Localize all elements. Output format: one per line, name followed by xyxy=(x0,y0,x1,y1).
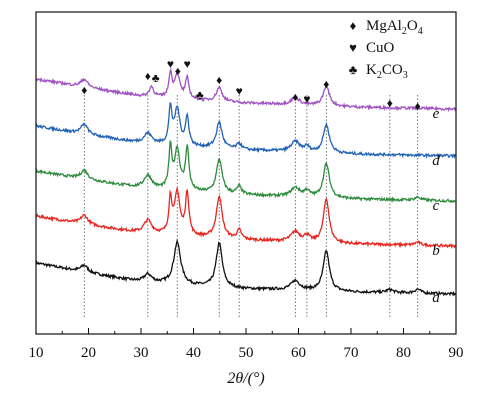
series-label-b: b xyxy=(432,243,440,259)
x-tick-label: 10 xyxy=(29,345,44,361)
peak-marker: ♦ xyxy=(323,77,329,91)
series-label-a: a xyxy=(432,290,440,306)
peak-marker: ♦ xyxy=(81,83,87,97)
peak-marker: ♥ xyxy=(184,57,191,71)
x-tick-label: 60 xyxy=(291,345,306,361)
peak-marker: ♦ xyxy=(175,64,181,78)
legend-label: MgAl2O4 xyxy=(366,18,423,37)
peak-marker: ♦ xyxy=(415,99,421,113)
peak-marker: ♥ xyxy=(236,84,243,98)
reference-lines xyxy=(83,95,419,318)
plot-frame xyxy=(35,11,457,335)
peak-marker: ♦ xyxy=(387,96,393,110)
x-tick-label: 80 xyxy=(396,345,411,361)
x-axis-ticks: 10 20 30 40 50 60 70 80 90 xyxy=(29,328,464,361)
x-tick-label: 70 xyxy=(344,345,359,361)
series-layer xyxy=(35,67,457,297)
peak-marker: ♥ xyxy=(303,92,310,106)
x-tick-label: 90 xyxy=(449,345,464,361)
legend-label: K2CO3 xyxy=(366,62,408,81)
peak-markers: ♦♦ ♣♥ ♦ ♥♣♦♥ ♦ ♥♦♦ ♦ xyxy=(81,57,421,113)
series-line-a xyxy=(35,238,457,297)
peak-marker: ♥ xyxy=(167,57,174,71)
legend: ♦ MgAl2O4 ♥ CuO ♣ K2CO3 xyxy=(349,18,423,81)
x-tick-label: 50 xyxy=(239,345,254,361)
peak-marker: ♣ xyxy=(152,71,160,85)
series-labels: a b c d e xyxy=(432,106,440,306)
series-line-c xyxy=(35,139,456,204)
series-line-d xyxy=(35,101,457,160)
series-label-d: d xyxy=(432,153,440,169)
peak-marker: ♦ xyxy=(216,73,222,87)
x-tick-label: 30 xyxy=(134,345,149,361)
series-line-e xyxy=(35,67,457,113)
x-tick-label: 40 xyxy=(186,345,201,361)
peak-marker: ♣ xyxy=(196,88,204,102)
series-line-b xyxy=(36,186,457,250)
legend-label: CuO xyxy=(366,40,395,56)
series-label-c: c xyxy=(433,198,440,214)
x-tick-label: 20 xyxy=(81,345,96,361)
peak-marker: ♦ xyxy=(145,69,151,83)
legend-symbol: ♣ xyxy=(349,62,358,77)
legend-symbol: ♥ xyxy=(349,40,357,55)
peak-marker: ♦ xyxy=(292,90,298,104)
legend-symbol: ♦ xyxy=(350,18,357,33)
series-label-e: e xyxy=(433,106,440,122)
x-axis-label: 2θ/(°) xyxy=(227,370,264,387)
